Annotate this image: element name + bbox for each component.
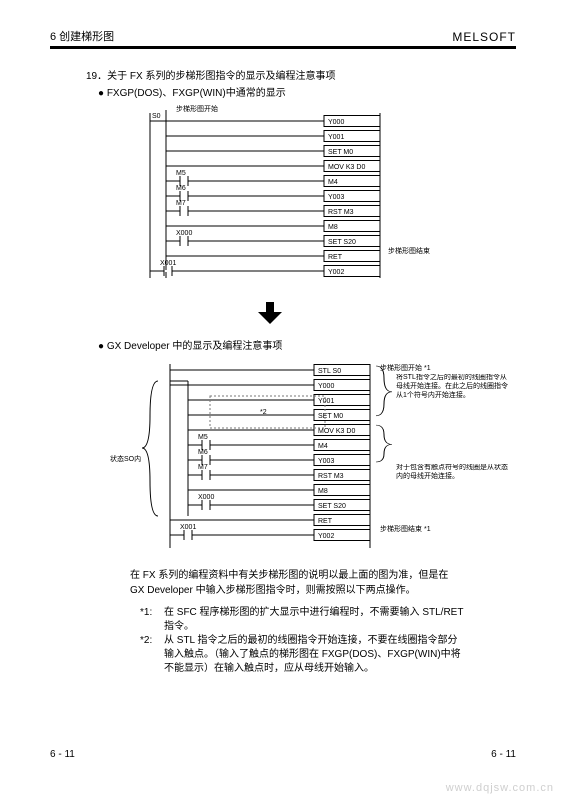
- svg-text:RST M3: RST M3: [328, 209, 354, 216]
- svg-text:X001: X001: [160, 260, 176, 267]
- anno-stl-note: 将STL指令之后的最初的线圈指令从母线开始连接。在此之后的线圈指令从1个符号内开…: [396, 374, 508, 400]
- brand: MELSOFT: [452, 30, 516, 44]
- svg-text:M8: M8: [318, 488, 328, 495]
- anno-end-1: 步梯形图结束: [388, 246, 430, 255]
- svg-text:Y002: Y002: [318, 533, 334, 540]
- svg-text:RET: RET: [318, 518, 333, 525]
- note2-tag: *2:: [140, 634, 164, 676]
- footer-left: 6 - 11: [50, 749, 75, 760]
- svg-text:M6: M6: [198, 449, 208, 456]
- svg-text:STL S0: STL S0: [318, 368, 341, 375]
- svg-text:X000: X000: [176, 230, 192, 237]
- svg-text:M7: M7: [176, 200, 186, 207]
- anno-start-1: 步梯形图开始: [176, 104, 218, 113]
- ladder-diagram-gx: 状态SO内 STL S0 Y000 Y001 SET M0 MOV K3 D0 M5 M4 M…: [110, 356, 516, 559]
- svg-text:MOV K3 D0: MOV K3 D0: [328, 164, 365, 171]
- svg-text:M5: M5: [198, 434, 208, 441]
- svg-text:SET M0: SET M0: [328, 149, 353, 156]
- explain-paragraph: 在 FX 系列的编程资料中有关步梯形图的说明以最上面的图为准，但是在 GX De…: [130, 569, 456, 598]
- footer-right: 6 - 11: [491, 749, 516, 760]
- svg-text:M5: M5: [176, 170, 186, 177]
- svg-text:X000: X000: [198, 494, 214, 501]
- svg-text:SET M0: SET M0: [318, 413, 343, 420]
- svg-text:M4: M4: [318, 443, 328, 450]
- svg-text:Y000: Y000: [328, 119, 344, 126]
- svg-text:Y003: Y003: [328, 194, 344, 201]
- svg-text:Y001: Y001: [318, 398, 334, 405]
- bullet-gx: ● GX Developer 中的显示及编程注意事项: [98, 337, 516, 352]
- anno-contact-note: 对于包含有触点符号的线圈是从状态内的母线开始连接。: [396, 464, 508, 482]
- svg-text:SET S20: SET S20: [328, 239, 356, 246]
- item-19-title: 19．关于 FX 系列的步梯形图指令的显示及编程注意事项: [86, 67, 516, 82]
- svg-text:RST M3: RST M3: [318, 473, 344, 480]
- state-label: 状态SO内: [110, 454, 141, 463]
- svg-text:M8: M8: [328, 224, 338, 231]
- note1-body: 在 SFC 程序梯形图的扩大显示中进行编程时，不需要输入 STL/RET 指令。: [164, 606, 466, 634]
- watermark: www.dqjsw.com.cn: [446, 782, 554, 794]
- svg-text:M6: M6: [176, 185, 186, 192]
- svg-text:MOV K3 D0: MOV K3 D0: [318, 428, 355, 435]
- svg-text:Y000: Y000: [318, 383, 334, 390]
- anno-start-2: 步梯形图开始*1: [380, 363, 431, 372]
- svg-text:SET S20: SET S20: [318, 503, 346, 510]
- svg-text:Y003: Y003: [318, 458, 334, 465]
- ladder-diagram-fxgp: S0 步梯形图开始 Y000 Y001 SET M0 MOV K3 D0 M5 M4 M6 Y…: [130, 103, 516, 296]
- bullet-fxgp: ● FXGP(DOS)、FXGP(WIN)中通常的显示: [98, 84, 516, 99]
- svg-text:Y002: Y002: [328, 269, 344, 276]
- note1-tag: *1:: [140, 606, 164, 634]
- svg-text:Y001: Y001: [328, 134, 344, 141]
- anno-end-2: 步梯形图结束*1: [380, 524, 431, 533]
- chapter-title: 6 创建梯形图: [50, 28, 114, 44]
- down-arrow-icon: [130, 302, 410, 327]
- note2-body: 从 STL 指令之后的最初的线圈指令开始连接，不要在线圈指令部分输入触点。（输入…: [164, 634, 466, 676]
- s0-label: S0: [152, 113, 161, 120]
- svg-text:X001: X001: [180, 524, 196, 531]
- svg-text:RET: RET: [328, 254, 343, 261]
- star2-label: *2: [260, 409, 267, 416]
- svg-text:M4: M4: [328, 179, 338, 186]
- svg-text:M7: M7: [198, 464, 208, 471]
